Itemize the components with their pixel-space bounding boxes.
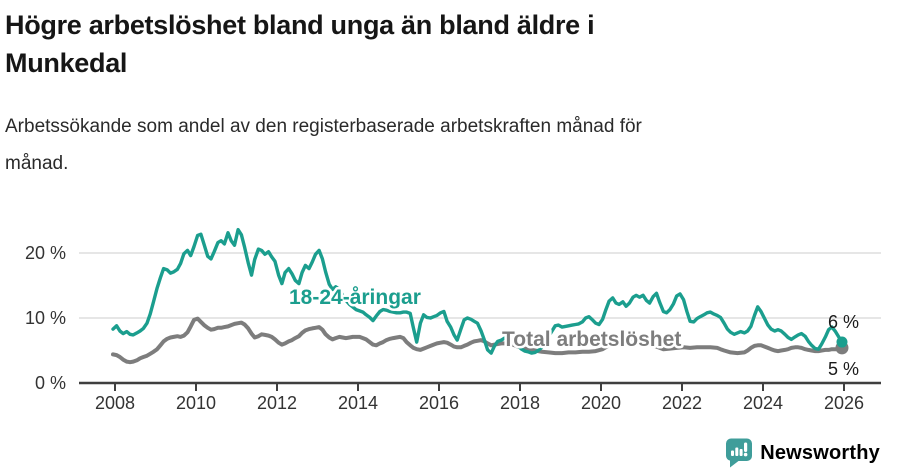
x-tick-label: 2026 [824, 393, 864, 413]
chart-subtitle-line2: månad. [5, 153, 69, 174]
page-title: Högre arbetslöshet bland unga än bland ä… [5, 6, 885, 82]
y-tick-label: 0 % [35, 373, 66, 393]
x-tick-label: 2012 [257, 393, 297, 413]
x-tick-label: 2008 [95, 393, 135, 413]
x-tick-label: 2010 [176, 393, 216, 413]
chart-subtitle: Arbetssökande som andel av den registerb… [5, 108, 885, 182]
x-tick-label: 2018 [500, 393, 540, 413]
end-value-label-young: 6 % [828, 312, 859, 332]
x-tick-label: 2024 [743, 393, 783, 413]
y-tick-label: 20 % [25, 243, 66, 263]
page-title-line1: Högre arbetslöshet bland unga än bland ä… [5, 10, 595, 40]
logo-exclamation-icon [744, 442, 748, 452]
logo-bar-2 [735, 447, 739, 456]
chart-subtitle-line1: Arbetssökande som andel av den registerb… [5, 116, 642, 137]
series-label-total: Total arbetslöshet [502, 328, 681, 351]
x-tick-label: 2022 [662, 393, 702, 413]
logo-bar-1 [731, 450, 735, 456]
newsworthy-logo: Newsworthy [725, 438, 880, 468]
series-line-young [111, 227, 844, 355]
x-tick-label: 2014 [338, 393, 378, 413]
chart-header: Högre arbetslöshet bland unga än bland ä… [5, 0, 885, 82]
x-tick-label: 2020 [581, 393, 621, 413]
y-tick-label: 10 % [25, 308, 66, 328]
x-tick-label: 2016 [419, 393, 459, 413]
logo-exclamation-dot [743, 452, 748, 457]
logo-bar-3 [739, 449, 743, 456]
page-title-line2: Munkedal [5, 48, 128, 78]
end-dot-young [836, 336, 848, 348]
series-label-young: 18-24-åringar [289, 286, 421, 309]
brand-name: Newsworthy [760, 441, 880, 464]
newsworthy-logo-icon [726, 438, 753, 468]
end-value-label-total: 5 % [828, 359, 859, 379]
series-line-total [111, 316, 844, 365]
